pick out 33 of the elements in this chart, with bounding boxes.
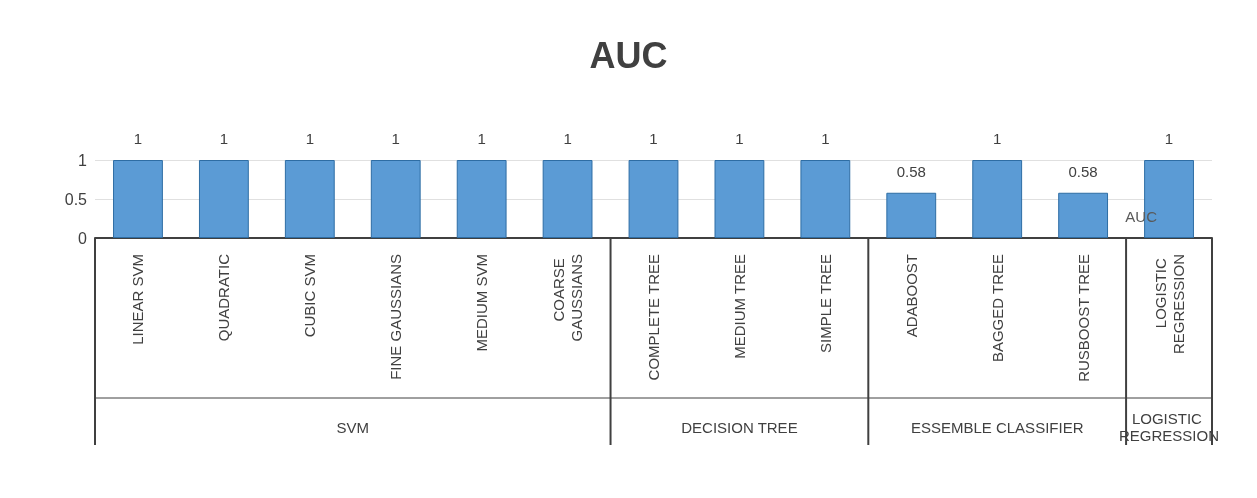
data-label: 1 [649,130,658,147]
x-tick-label: BAGGED TREE [988,254,1006,363]
x-tick-label: CUBIC SVM [301,254,319,338]
x-tick-label: COMPLETE TREE [645,254,662,381]
data-label: 0.58 [896,162,926,180]
data-label: 1 [133,130,143,147]
x-tick-label: FINE GAUSSIANS [387,254,405,380]
text: SVM [336,418,370,436]
y-tick-label: 0 [78,229,88,247]
data-label: 1 [821,130,830,147]
x-tick-label: MEDIUM TREE [730,254,748,359]
x-tick-label: LOGISTIC REGRESSION [1151,254,1187,355]
chart-title: AUC [589,34,668,76]
data-label: 1 [305,130,314,147]
x-tick-label: QUADRATIC [215,253,233,342]
x-tick-label: MEDIUM SVM [473,254,491,352]
data-label: 1 [1164,130,1174,147]
data-label: 1 [391,130,400,147]
data-label: 1 [477,130,486,147]
text: ESSEMBLE CLASSIFIER [910,418,1084,436]
x-tick-label: COARSE GAUSSIANS [550,254,586,342]
y-tick-label: 1 [78,151,88,169]
data-label: 1 [735,130,744,147]
x-tick-label: LINEAR SVM [129,254,147,345]
data-label: 1 [993,130,1002,147]
x-tick-label: ADABOOST [902,254,920,338]
x-tick-label: RUSBOOST TREE [1074,254,1092,382]
data-label: 0.58 [1068,162,1098,180]
y-tick-label: 0.5 [64,190,88,208]
x-tick-label: SIMPLE TREE [816,254,834,353]
text: DECISION TREE [681,418,798,436]
data-label: 1 [219,130,229,147]
data-label: 1 [563,130,572,147]
